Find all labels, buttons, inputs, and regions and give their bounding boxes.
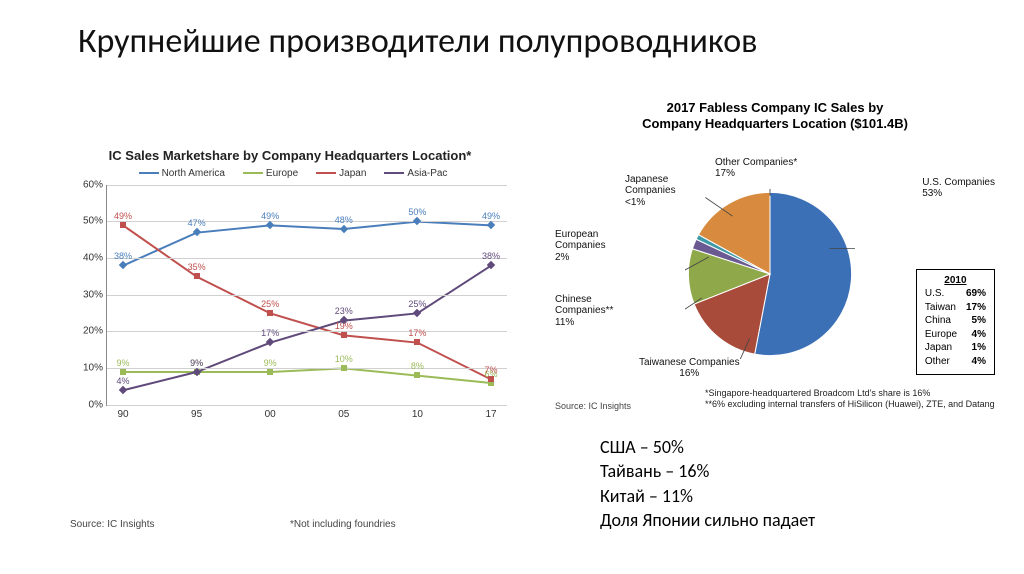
legend-item: Asia-Pac: [378, 168, 447, 179]
y-tick-label: 40%: [73, 252, 103, 263]
pie-2010-heading: 2010: [925, 274, 986, 288]
x-tick-label: 90: [117, 409, 128, 420]
data-marker: [414, 372, 420, 378]
pie-footnotes: *Singapore-headquartered Broadcom Ltd's …: [705, 388, 995, 411]
data-label: 50%: [408, 207, 426, 217]
x-tick-label: 17: [485, 409, 496, 420]
legend-item: North America: [133, 168, 225, 179]
line-chart-plot: 0%10%20%30%40%50%60%90950005101738%47%49…: [106, 185, 507, 406]
data-marker: [120, 222, 126, 228]
data-label: 49%: [482, 211, 500, 221]
summary-line: Тайвань – 16%: [600, 459, 815, 483]
pie-2010-box: 2010 U.S.69%Taiwan17%China5%Europe4%Japa…: [916, 269, 995, 376]
data-label: 49%: [114, 211, 132, 221]
line-chart-footer: Source: IC Insights *Not including found…: [70, 519, 154, 530]
pie-label-japan: JapaneseCompanies<1%: [625, 174, 676, 209]
x-tick-label: 00: [265, 409, 276, 420]
box2010-row: Japan1%: [925, 341, 986, 355]
data-marker: [194, 273, 200, 279]
pie-chart-title: 2017 Fabless Company IC Sales by Company…: [555, 100, 995, 133]
data-label: 8%: [411, 361, 424, 371]
y-tick-label: 50%: [73, 216, 103, 227]
data-marker: [267, 310, 273, 316]
box2010-row: China5%: [925, 314, 986, 328]
summary-line: Китай – 11%: [600, 484, 815, 508]
data-label: 47%: [188, 218, 206, 228]
data-label: 38%: [114, 251, 132, 261]
x-tick-label: 05: [338, 409, 349, 420]
data-label: 38%: [482, 251, 500, 261]
data-marker: [120, 369, 126, 375]
data-label: 49%: [261, 211, 279, 221]
pie-chart-body: U.S. Companies53% Taiwanese Companies16%…: [555, 139, 995, 399]
pie-title-l2: Company Headquarters Location ($101.4B): [642, 116, 908, 131]
x-tick-label: 10: [412, 409, 423, 420]
data-marker: [341, 332, 347, 338]
data-label: 17%: [408, 328, 426, 338]
pie-note-2: **6% excluding internal transfers of HiS…: [705, 399, 995, 410]
y-tick-label: 0%: [73, 399, 103, 410]
pie-chart: 2017 Fabless Company IC Sales by Company…: [555, 100, 995, 420]
data-label: 48%: [335, 215, 353, 225]
box2010-row: Taiwan17%: [925, 301, 986, 315]
summary-line: Доля Японии сильно падает: [600, 508, 815, 532]
summary-text: США – 50%Тайвань – 16%Китай – 11%Доля Яп…: [600, 435, 815, 532]
box2010-row: Europe4%: [925, 328, 986, 342]
data-label: 9%: [116, 358, 129, 368]
data-marker: [414, 339, 420, 345]
slide-title: Крупнейшие производители полупроводников: [78, 22, 757, 61]
summary-line: США – 50%: [600, 435, 815, 459]
data-label: 35%: [188, 262, 206, 272]
y-tick-label: 60%: [73, 179, 103, 190]
data-label: 9%: [264, 358, 277, 368]
x-tick-label: 95: [191, 409, 202, 420]
box2010-row: Other4%: [925, 355, 986, 369]
data-label: 25%: [408, 299, 426, 309]
y-tick-label: 10%: [73, 362, 103, 373]
y-tick-label: 30%: [73, 289, 103, 300]
line-chart: IC Sales Marketshare by Company Headquar…: [70, 148, 510, 478]
pie-label-other: Other Companies*17%: [715, 157, 797, 180]
y-tick-label: 20%: [73, 326, 103, 337]
data-label: 17%: [261, 328, 279, 338]
data-label: 7%: [484, 365, 497, 375]
data-label: 4%: [116, 376, 129, 386]
data-label: 10%: [335, 354, 353, 364]
pie-svg: [685, 189, 855, 359]
data-label: 25%: [261, 299, 279, 309]
data-marker: [267, 369, 273, 375]
data-label: 9%: [190, 358, 203, 368]
pie-label-europe: EuropeanCompanies2%: [555, 229, 606, 264]
pie-label-china: ChineseCompanies**11%: [555, 294, 613, 329]
data-marker: [341, 365, 347, 371]
pie-note-1: *Singapore-headquartered Broadcom Ltd's …: [705, 388, 995, 399]
pie-source: Source: IC Insights: [555, 401, 631, 411]
pie-label-taiwan: Taiwanese Companies16%: [639, 357, 740, 380]
pie-label-us: U.S. Companies53%: [922, 177, 995, 200]
legend-item: Europe: [237, 168, 298, 179]
line-chart-footnote: *Not including foundries: [290, 519, 490, 530]
pie-title-l1: 2017 Fabless Company IC Sales by: [667, 100, 884, 115]
box2010-row: U.S.69%: [925, 287, 986, 301]
data-marker: [488, 376, 494, 382]
line-chart-source: Source: IC Insights: [70, 519, 154, 530]
data-label: 23%: [335, 306, 353, 316]
line-chart-legend: North America Europe Japan Asia-Pac: [70, 168, 510, 179]
legend-item: Japan: [310, 168, 366, 179]
line-chart-title: IC Sales Marketshare by Company Headquar…: [70, 148, 510, 164]
